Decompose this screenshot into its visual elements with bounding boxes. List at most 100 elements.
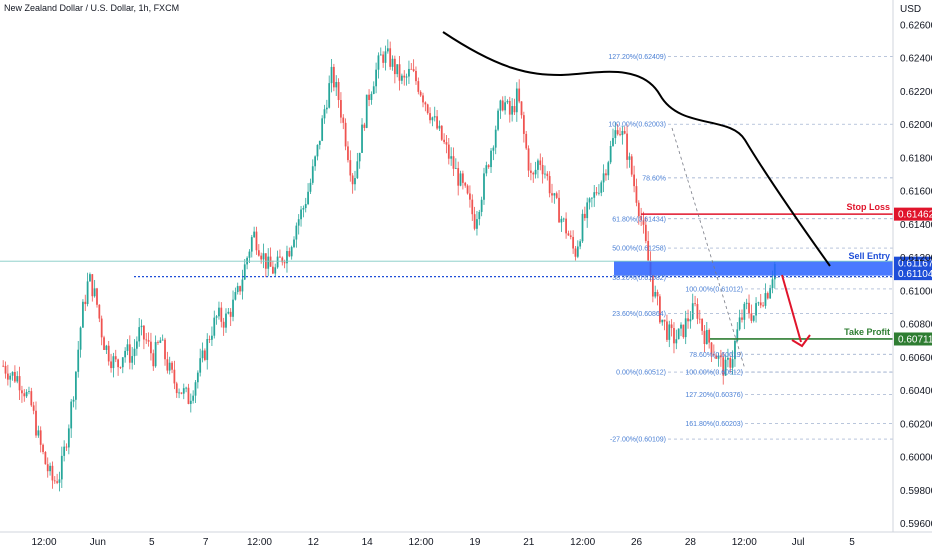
time-tick-label: 12:00: [247, 537, 272, 548]
candle-body: [119, 367, 122, 368]
candle-body: [133, 348, 136, 357]
candle-body: [103, 337, 105, 350]
candle-body: [351, 175, 354, 185]
candle-body: [236, 286, 239, 293]
candle-body: [229, 311, 232, 317]
candle-body: [396, 64, 399, 75]
candle-body: [232, 299, 234, 317]
candle-body: [121, 357, 124, 368]
time-tick-label: 19: [469, 537, 481, 548]
candle-body: [314, 156, 317, 167]
candle-body: [2, 365, 5, 367]
overlays: 127.20%(0.62409) 100.00%(0.62003) 78.60% 61…: [0, 31, 932, 444]
candle-body: [255, 231, 258, 251]
candle-body: [607, 162, 610, 176]
candle-body: [187, 387, 190, 404]
candle-body: [203, 350, 206, 360]
candle-body: [583, 213, 586, 219]
candle-body: [185, 387, 188, 389]
fib-label: 100.00%(0.62003): [608, 122, 666, 129]
candle-body: [600, 182, 603, 193]
projection-arrow: [781, 274, 802, 343]
candle-body: [729, 357, 732, 368]
candle-body: [461, 173, 464, 183]
candle-body: [393, 58, 396, 75]
candle-body: [328, 83, 331, 108]
candle-body: [506, 100, 509, 103]
candle-body: [173, 369, 176, 384]
candle-body: [84, 301, 87, 305]
candle-body: [438, 125, 441, 129]
candle-body: [349, 160, 352, 176]
candle-body: [196, 372, 199, 383]
candle-body: [668, 324, 671, 340]
candle-body: [511, 106, 514, 115]
time-tick-label: 12:00: [31, 537, 56, 548]
candle-body: [58, 479, 61, 483]
candle-body: [60, 455, 63, 480]
candle-body: [623, 130, 626, 134]
candle-body: [525, 133, 528, 149]
candle-body: [612, 138, 614, 146]
price-tick-label: 0.59600: [900, 519, 932, 530]
fib-label: 0.00%(0.60512): [616, 370, 666, 377]
candle-body: [211, 335, 213, 340]
candle-body: [288, 251, 291, 257]
candle-body: [586, 202, 589, 219]
stop-loss-price-text: 0.61462: [898, 210, 932, 221]
candle-body: [736, 329, 739, 341]
candle-body: [593, 192, 596, 198]
candle-body: [182, 388, 185, 394]
candle-body: [161, 339, 164, 341]
candle-body: [135, 341, 138, 349]
candle-body: [192, 395, 195, 401]
candle-body: [703, 330, 706, 345]
fib-label-2: 100.00%(0.61012): [685, 286, 743, 293]
candle-body: [469, 193, 471, 200]
candle-body: [417, 81, 420, 92]
candle-body: [114, 356, 117, 360]
candle-body: [483, 173, 485, 200]
candle-body: [220, 307, 223, 322]
candle-body: [727, 357, 729, 360]
candle-body: [63, 446, 66, 456]
candle-body: [178, 392, 180, 394]
candle-body: [567, 233, 570, 236]
time-tick-label: Jun: [90, 537, 106, 548]
candle-body: [576, 246, 579, 257]
candle-body: [738, 317, 741, 330]
candle-body: [459, 173, 462, 186]
candle-body: [225, 313, 227, 328]
candle-body: [715, 355, 718, 359]
candle-body: [588, 198, 591, 203]
candle-body: [656, 291, 659, 297]
currency-label: USD: [900, 4, 921, 15]
candle-body: [445, 142, 448, 145]
fib-label: 127.20%(0.62409): [608, 54, 666, 61]
candle-body: [260, 255, 263, 260]
candle-body: [429, 113, 431, 121]
sell-entry-price-tag: [894, 256, 932, 270]
candle-body: [426, 104, 429, 114]
candle-body: [689, 319, 692, 322]
candle-body: [56, 481, 59, 483]
candle-body: [344, 122, 347, 147]
candle-body: [274, 267, 277, 274]
candles: [2, 39, 776, 492]
candle-body: [250, 237, 253, 252]
candle-body: [89, 274, 91, 282]
time-tick-label: Jul: [792, 537, 805, 548]
candle-body: [694, 303, 696, 305]
candle-body: [372, 86, 375, 94]
candle-body: [74, 371, 77, 400]
candle-body: [166, 359, 169, 371]
candle-body: [30, 391, 33, 406]
